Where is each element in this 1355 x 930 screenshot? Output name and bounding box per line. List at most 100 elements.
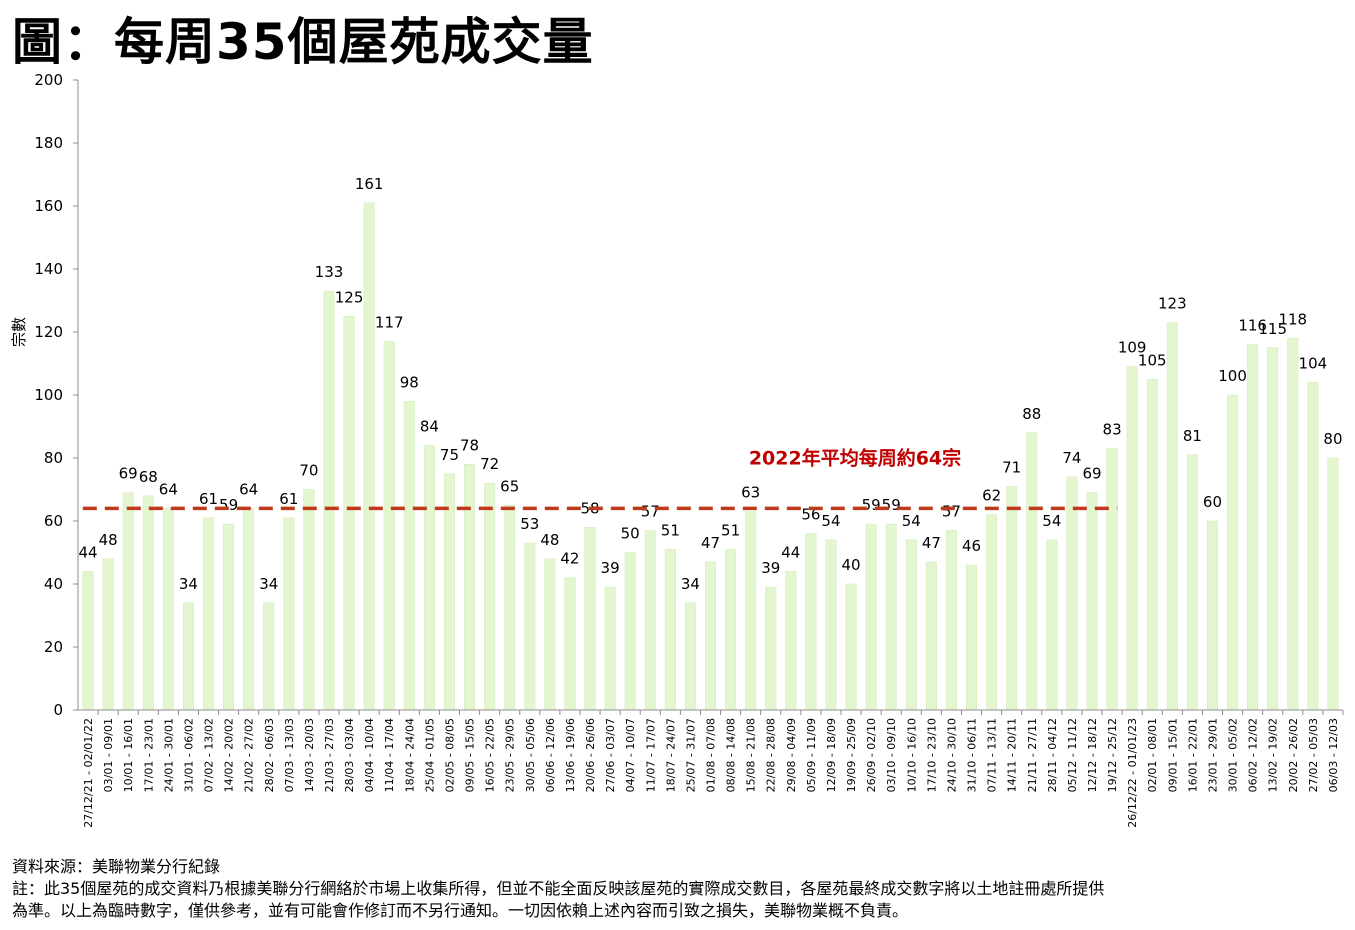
data-label: 70: [299, 462, 318, 480]
x-tick-label: 01/08 - 07/08: [705, 718, 718, 792]
y-tick-label: 200: [34, 71, 63, 89]
bar: [604, 586, 616, 711]
x-tick-label: 25/07 - 31/07: [684, 718, 697, 792]
bar: [263, 602, 275, 711]
bar: [544, 558, 556, 711]
data-label: 161: [355, 175, 384, 193]
bar: [704, 561, 717, 711]
data-label: 125: [335, 288, 364, 306]
x-tick-label: 27/06 - 03/07: [604, 718, 617, 792]
data-label: 117: [375, 313, 404, 331]
y-tick-label: 60: [44, 512, 63, 530]
x-tick-label: 11/07 - 17/07: [644, 718, 657, 792]
data-label: 51: [721, 521, 740, 539]
bar: [865, 523, 877, 711]
bar: [885, 523, 897, 711]
bar: [845, 583, 857, 711]
bar: [484, 482, 496, 711]
bar: [1267, 347, 1279, 711]
x-tick-label: 24/10 - 30/10: [945, 718, 958, 792]
x-tick-label: 12/09 - 18/09: [825, 718, 838, 792]
bar: [303, 489, 315, 711]
data-label: 61: [279, 490, 298, 508]
bar: [383, 341, 395, 711]
bar: [423, 445, 435, 711]
x-tick-label: 06/02 - 12/02: [1247, 718, 1260, 792]
data-label: 62: [982, 487, 1001, 505]
data-label: 69: [119, 465, 138, 483]
bar: [1327, 457, 1339, 711]
bar: [122, 492, 134, 711]
x-tick-label: 05/09 - 11/09: [805, 718, 818, 792]
data-label: 47: [922, 534, 941, 552]
data-label: 44: [781, 543, 800, 561]
bar: [202, 517, 215, 711]
data-label: 71: [1002, 458, 1021, 476]
x-tick-label: 07/03 - 13/03: [283, 718, 296, 792]
x-tick-label: 10/10 - 16/10: [905, 718, 918, 792]
data-label: 46: [962, 537, 981, 555]
data-label: 39: [601, 559, 620, 577]
y-tick-label: 100: [34, 386, 63, 404]
bar: [283, 517, 295, 711]
x-tick-label: 24/01 - 30/01: [162, 718, 175, 792]
data-label: 133: [315, 263, 344, 281]
bar: [1287, 337, 1299, 711]
x-tick-label: 20/02 - 26/02: [1287, 718, 1300, 792]
x-tick-label: 17/01 - 23/01: [142, 718, 155, 792]
x-tick-label: 11/04 - 17/04: [383, 718, 396, 792]
data-label: 53: [520, 515, 539, 533]
x-tick-label: 21/11 - 27/11: [1026, 718, 1039, 792]
x-tick-label: 17/10 - 23/10: [925, 718, 938, 792]
data-label: 118: [1278, 310, 1307, 328]
bar: [1146, 378, 1158, 711]
bar: [102, 558, 114, 711]
data-label: 109: [1118, 339, 1147, 357]
bar: [343, 315, 355, 711]
data-label: 84: [420, 417, 439, 435]
bar: [1206, 520, 1219, 711]
bar: [1247, 344, 1259, 711]
data-label: 59: [862, 496, 881, 514]
data-label: 34: [681, 575, 700, 593]
bar: [745, 511, 757, 711]
bar: [82, 571, 94, 711]
x-tick-label: 25/04 - 01/05: [423, 718, 436, 792]
data-label: 100: [1218, 367, 1247, 385]
x-tick-label: 22/08 - 28/08: [765, 718, 778, 792]
bar: [624, 552, 636, 711]
y-axis-title: 宗數: [10, 317, 28, 347]
data-label: 83: [1103, 421, 1122, 439]
y-tick-label: 40: [44, 575, 63, 593]
bar: [644, 530, 656, 711]
x-tick-label: 19/09 - 25/09: [845, 718, 858, 792]
x-tick-label: 27/12/21 - 02/01/22: [82, 718, 95, 828]
data-label: 104: [1299, 354, 1328, 372]
data-label: 123: [1158, 295, 1187, 313]
x-tick-label: 15/08 - 21/08: [745, 718, 758, 792]
data-label: 98: [400, 373, 419, 391]
data-label: 61: [199, 490, 218, 508]
bar: [905, 539, 917, 711]
y-axis: 0 20 40 60 80 100 120 140 160 180 200: [34, 71, 79, 719]
bar: [925, 561, 937, 711]
x-tick-label: 30/01 - 05/02: [1227, 718, 1240, 792]
bar: [1086, 492, 1098, 711]
x-tick-label: 26/12/22 - 01/01/23: [1126, 718, 1139, 828]
x-tick-label: 20/06 - 26/06: [584, 718, 597, 792]
data-label: 69: [1082, 465, 1101, 483]
data-label: 39: [761, 559, 780, 577]
bar: [1166, 322, 1178, 711]
bar: [1106, 448, 1118, 711]
x-tick-label: 07/11 - 13/11: [986, 718, 999, 792]
data-label: 105: [1138, 351, 1167, 369]
bar: [584, 526, 596, 711]
x-tick-label: 28/02 - 06/03: [263, 718, 276, 792]
footnotes: 資料來源：美聯物業分行紀錄 註：此35個屋苑的成交資料乃根據美聯分行網絡於市場上…: [12, 856, 1104, 922]
chart-title: 圖：每周35個屋苑成交量: [12, 13, 594, 71]
data-label: 78: [460, 436, 479, 454]
x-tick-label: 21/02 - 27/02: [243, 718, 256, 792]
bar: [1046, 539, 1058, 711]
disclaimer-line-2: 為準。以上為臨時數字，僅供參考，並有可能會作修訂而不另行通知。一切因依賴上述內容…: [12, 901, 909, 920]
bar: [1066, 476, 1078, 711]
